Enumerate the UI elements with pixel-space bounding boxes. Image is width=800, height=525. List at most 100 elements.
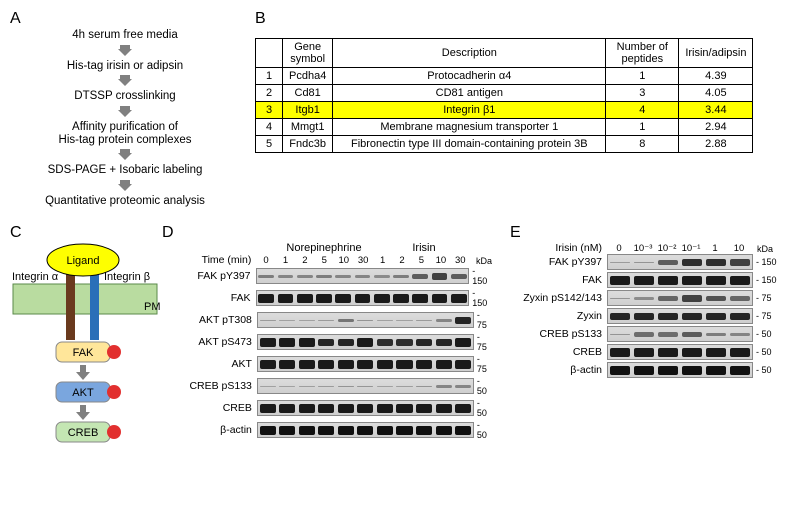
blot-row: CREB pS133- 50 xyxy=(510,326,790,342)
blot-name: Zyxin xyxy=(510,310,607,322)
table-cell: 5 xyxy=(256,136,283,153)
table-cell: 2.94 xyxy=(679,119,753,136)
blot-row: FAK pY397- 150 xyxy=(510,254,790,270)
blot-name: FAK xyxy=(510,274,607,286)
blot-row: FAK - 150 xyxy=(510,272,790,288)
panel-e-label: E xyxy=(510,224,790,242)
blot-row: CREB - 50 xyxy=(162,398,492,418)
svg-text:Ligand: Ligand xyxy=(66,255,99,267)
row-2: C PMIntegrin αIntegrin βLigandFAKAKTCREB… xyxy=(10,224,790,452)
lane-header: 10⁻³ xyxy=(631,243,655,254)
lane-header: 2 xyxy=(295,255,314,266)
flow-step-2: DTSSP crosslinking xyxy=(74,90,175,103)
table-cell: Cd81 xyxy=(283,85,333,102)
blot-name: β-actin xyxy=(162,424,257,436)
table-cell: Mmgt1 xyxy=(283,119,333,136)
table-cell: 1 xyxy=(606,68,679,85)
table-cell: 2.88 xyxy=(679,136,753,153)
flow-step-5: Quantitative proteomic analysis xyxy=(45,195,205,208)
table-row: 1Pcdha4Protocadherin α414.39 xyxy=(256,68,753,85)
group-header: Irisin xyxy=(374,242,474,254)
blot-row: CREB pS133 - 50 xyxy=(162,376,492,396)
panel-b-label: B xyxy=(255,10,790,28)
mw-marker: - 75 xyxy=(474,310,492,330)
panel-e: E Irisin (nM)010⁻³10⁻²10⁻¹110kDaFAK pY39… xyxy=(510,224,790,452)
lane-header: 10 xyxy=(431,255,450,266)
mw-marker: - 75 xyxy=(474,332,492,352)
table-row: 3Itgb1Integrin β143.44 xyxy=(256,102,753,119)
table-cell: 4 xyxy=(606,102,679,119)
row-header: Irisin (nM) xyxy=(510,242,607,254)
blot-name: β-actin xyxy=(510,364,607,376)
blot-row: Zyxin pS142/143- 75 xyxy=(510,290,790,306)
lane-header: 5 xyxy=(315,255,334,266)
lane-header: 10⁻¹ xyxy=(679,243,703,254)
mw-marker: - 50 xyxy=(474,398,492,418)
lane-header: 1 xyxy=(703,243,727,254)
proteomics-table: GenesymbolDescriptionNumber ofpeptidesIr… xyxy=(255,38,753,153)
signaling-diagram: PMIntegrin αIntegrin βLigandFAKAKTCREB xyxy=(10,242,160,452)
table-cell: Fndc3b xyxy=(283,136,333,153)
lane-header: 10 xyxy=(727,243,751,254)
flowchart: 4h serum free media His-tag irisin or adi… xyxy=(10,28,240,208)
table-cell: Pcdha4 xyxy=(283,68,333,85)
lane-header: 10⁻² xyxy=(655,243,679,254)
table-row: 4Mmgt1Membrane magnesium transporter 112… xyxy=(256,119,753,136)
svg-text:AKT: AKT xyxy=(72,387,94,399)
flow-step-0: 4h serum free media xyxy=(72,29,177,42)
table-cell: Itgb1 xyxy=(283,102,333,119)
blot-name: FAK xyxy=(162,292,256,304)
table-header-1: Genesymbol xyxy=(283,39,333,68)
svg-text:Integrin α: Integrin α xyxy=(12,271,59,283)
blot-name: CREB pS133 xyxy=(162,380,257,392)
table-header-0 xyxy=(256,39,283,68)
mw-marker: - 150 xyxy=(753,257,777,267)
blot-name: AKT pT308 xyxy=(162,314,257,326)
blot-name: AKT pS473 xyxy=(162,336,257,348)
table-header-3: Number ofpeptides xyxy=(606,39,679,68)
mw-marker: - 50 xyxy=(474,420,492,440)
blot-name: AKT xyxy=(162,358,257,370)
mw-marker: - 150 xyxy=(753,275,777,285)
flow-arrow-icon xyxy=(117,73,133,89)
table-cell: 1 xyxy=(606,119,679,136)
lane-header: 5 xyxy=(412,255,431,266)
panel-c-label: C xyxy=(10,224,162,242)
flow-arrow-icon xyxy=(117,147,133,163)
panel-d-label: D xyxy=(162,224,492,242)
blot-name: Zyxin pS142/143 xyxy=(510,292,607,304)
mw-marker: - 75 xyxy=(753,311,772,321)
table-cell: 4 xyxy=(256,119,283,136)
flow-arrow-icon xyxy=(117,178,133,194)
row-1: A 4h serum free media His-tag irisin or a… xyxy=(10,10,790,208)
table-cell: Membrane magnesium transporter 1 xyxy=(333,119,606,136)
flow-step-1: His-tag irisin or adipsin xyxy=(67,60,183,73)
panel-a-label: A xyxy=(10,10,255,28)
blot-row: CREB- 50 xyxy=(510,344,790,360)
table-header-4: Irisin/adipsin xyxy=(679,39,753,68)
group-header: Norepinephrine xyxy=(274,242,374,254)
table-cell: Fibronectin type III domain-containing p… xyxy=(333,136,606,153)
blot-row: AKT pT308 - 75 xyxy=(162,310,492,330)
panel-b: B GenesymbolDescriptionNumber ofpeptides… xyxy=(255,10,790,208)
mw-marker: - 50 xyxy=(753,329,772,339)
lane-header: 30 xyxy=(353,255,372,266)
svg-text:FAK: FAK xyxy=(73,347,94,359)
mw-marker: - 150 xyxy=(469,288,492,308)
table-cell: Protocadherin α4 xyxy=(333,68,606,85)
svg-text:CREB: CREB xyxy=(68,427,99,439)
table-cell: 4.39 xyxy=(679,68,753,85)
table-cell: 4.05 xyxy=(679,85,753,102)
flow-arrow-icon xyxy=(117,104,133,120)
mw-marker: - 50 xyxy=(474,376,492,396)
blot-name: CREB xyxy=(162,402,257,414)
blot-name: CREB xyxy=(510,346,607,358)
kda-label: kDa xyxy=(470,256,492,266)
panel-d: D NorepinephrineIrisinTime (min)01251030… xyxy=(162,224,492,452)
lane-header: 10 xyxy=(334,255,353,266)
table-cell: 1 xyxy=(256,68,283,85)
blot-row: Zyxin - 75 xyxy=(510,308,790,324)
blot-row: AKT- 75 xyxy=(162,354,492,374)
blot-row: FAK - 150 xyxy=(162,288,492,308)
svg-text:PM: PM xyxy=(144,301,160,313)
